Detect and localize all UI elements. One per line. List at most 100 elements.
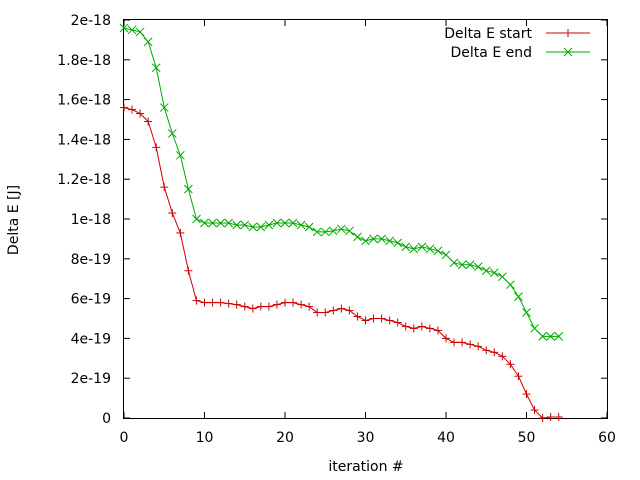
legend-label: Delta E start <box>444 26 532 42</box>
data-point <box>128 105 137 114</box>
data-point <box>401 322 410 331</box>
data-point <box>450 338 459 347</box>
data-point <box>120 103 128 112</box>
data-point <box>232 220 242 230</box>
data-point <box>353 232 362 242</box>
data-point <box>288 218 298 228</box>
data-point <box>353 312 362 321</box>
data-point <box>337 304 346 313</box>
data-point <box>506 280 515 290</box>
data-point <box>345 226 354 236</box>
data-point <box>329 306 338 315</box>
data-point <box>184 266 193 275</box>
legend: Delta E start Delta E end <box>444 26 590 61</box>
data-point <box>361 316 370 325</box>
data-point <box>377 234 386 244</box>
data-point <box>385 236 395 246</box>
y-tick-label: 4e-19 <box>71 331 111 347</box>
y-tick-label: 1.6e-18 <box>57 93 111 109</box>
data-point <box>216 298 225 307</box>
x-tick-label: 30 <box>357 430 375 446</box>
data-point <box>135 27 145 37</box>
data-point <box>498 352 507 361</box>
data-point <box>465 260 475 270</box>
data-point <box>232 300 241 309</box>
data-point <box>377 314 386 323</box>
data-point <box>328 226 338 236</box>
data-point <box>296 220 306 230</box>
data-point <box>305 302 314 311</box>
data-point <box>546 413 555 422</box>
legend-label: Delta E end <box>451 45 532 61</box>
data-point <box>489 268 499 278</box>
data-point <box>466 340 475 349</box>
x-tick-label: 10 <box>196 430 214 446</box>
y-tick-label: 1e-18 <box>71 212 111 228</box>
data-point <box>289 298 298 307</box>
legend-marker <box>564 29 572 37</box>
data-point <box>151 63 161 73</box>
data-point <box>490 348 499 357</box>
data-point <box>457 260 467 270</box>
data-point <box>425 324 434 333</box>
data-point <box>538 414 547 422</box>
data-point <box>320 227 330 237</box>
data-point <box>433 246 443 256</box>
series-line-1 <box>123 107 559 419</box>
x-tick-label: 20 <box>276 430 294 446</box>
data-point <box>264 220 274 230</box>
data-point <box>159 103 169 112</box>
data-point <box>248 222 258 232</box>
data-point <box>143 37 153 47</box>
data-point <box>530 324 539 333</box>
data-point <box>280 218 290 228</box>
data-point <box>240 220 250 230</box>
y-tick-label: 8e-19 <box>71 252 111 268</box>
data-point <box>361 236 370 246</box>
x-tick-label: 50 <box>518 430 536 446</box>
data-point <box>136 109 145 118</box>
data-point <box>530 406 539 415</box>
data-point <box>417 322 426 331</box>
data-point <box>167 129 177 138</box>
data-point <box>192 296 201 305</box>
data-point <box>522 390 531 399</box>
plot-frame <box>123 19 608 419</box>
data-point <box>506 360 515 369</box>
data-point <box>256 222 266 232</box>
x-tick-label: 0 <box>120 430 129 446</box>
data-point <box>441 250 451 260</box>
ticks-layer: 0 10 20 30 40 50 60 0 2e-19 4e-19 6e-19 8e-19 1e-18 1… <box>57 13 616 446</box>
series-line-2 <box>123 27 559 337</box>
data-point <box>401 242 411 252</box>
data-point <box>474 342 483 351</box>
data-point <box>168 209 177 218</box>
data-point <box>409 324 418 333</box>
data-point <box>272 300 281 309</box>
data-point <box>312 227 322 237</box>
data-point <box>192 214 201 224</box>
data-point <box>240 302 249 311</box>
data-point <box>321 308 330 317</box>
data-point <box>425 244 435 254</box>
data-point <box>409 244 419 254</box>
data-point <box>514 292 523 301</box>
data-point <box>127 25 137 35</box>
data-point <box>264 302 273 311</box>
data-point <box>497 272 507 282</box>
data-point <box>442 334 450 343</box>
data-point <box>393 318 402 327</box>
data-point <box>473 262 483 272</box>
data-point <box>297 300 306 309</box>
data-point <box>152 143 161 152</box>
data-point <box>546 332 556 341</box>
data-point <box>482 346 491 355</box>
data-point <box>458 338 467 347</box>
data-point <box>385 316 394 325</box>
data-point <box>281 298 289 307</box>
y-tick-label: 1.8e-18 <box>57 53 111 69</box>
data-point <box>393 238 403 248</box>
x-tick-label: 60 <box>598 430 616 446</box>
data-point <box>224 218 234 228</box>
